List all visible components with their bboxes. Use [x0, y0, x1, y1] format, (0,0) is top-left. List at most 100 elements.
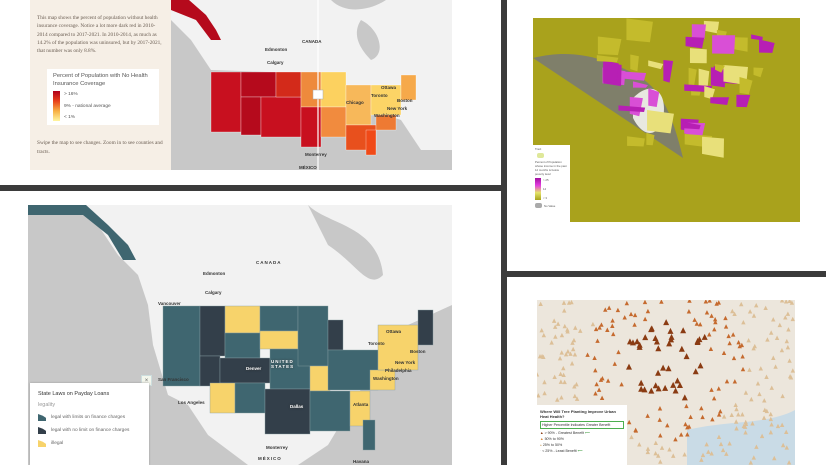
tree-benefit-marker — [736, 412, 741, 417]
tract-area — [627, 136, 645, 147]
tree-map[interactable]: Where Will Tree Planting Improve Urban H… — [534, 298, 796, 465]
tree-benefit-marker — [750, 421, 755, 426]
poverty-map[interactable]: Tract Percent of Population whose income… — [533, 18, 800, 222]
tree-benefit-marker — [697, 362, 704, 369]
map-label: Monterrey — [266, 445, 288, 450]
story-footer: Swipe the map to see changes. Zoom in to… — [37, 140, 163, 155]
tree-benefit-marker — [711, 395, 717, 401]
tree-benefit-marker — [734, 426, 739, 431]
tree-benefit-marker — [684, 403, 689, 409]
payday-map-panel: CANADA Edmonton Calgary Vancouver San Fr… — [0, 191, 501, 465]
tree-benefit-marker — [610, 318, 615, 323]
tree-benefit-marker — [562, 308, 567, 313]
tree-benefit-marker — [578, 328, 583, 333]
tree-benefit-marker — [709, 313, 714, 318]
tree-benefit-marker — [790, 316, 795, 322]
tree-benefit-marker — [747, 367, 752, 372]
tree-benefit-marker — [773, 364, 778, 369]
tree-benefit-marker — [784, 429, 789, 434]
tree-benefit-marker — [732, 379, 738, 384]
tree-benefit-marker — [570, 346, 576, 352]
tract-area — [698, 68, 710, 91]
legend-item: > 25 — [543, 178, 549, 182]
tree-benefit-marker — [754, 302, 759, 308]
tree-benefit-marker — [637, 442, 642, 447]
tree-benefit-marker — [678, 432, 684, 437]
tree-benefit-marker — [642, 316, 648, 322]
tree-benefit-marker — [731, 355, 737, 361]
tree-benefit-marker — [572, 384, 577, 389]
tree-benefit-marker — [746, 337, 751, 343]
legend-item: legal with limits on finance charges — [38, 414, 141, 421]
tree-benefit-marker — [721, 350, 727, 355]
insurance-map[interactable]: CANADA Edmonton Calgary Ottawa Toronto B… — [171, 0, 452, 170]
tree-benefit-marker — [683, 421, 688, 427]
tree-benefit-marker — [666, 340, 673, 347]
tree-benefit-marker — [665, 422, 670, 428]
legend-title: Where Will Tree Planting Improve Urban H… — [540, 409, 616, 419]
tree-benefit-marker — [739, 342, 745, 348]
tree-legend: Where Will Tree Planting Improve Urban H… — [537, 405, 627, 465]
tree-benefit-marker — [743, 419, 748, 425]
map-label: MÉXICO — [299, 165, 317, 170]
tree-planting-panel: Where Will Tree Planting Improve Urban H… — [507, 277, 826, 465]
tree-benefit-marker — [737, 343, 742, 349]
map-label: MÉXICO — [258, 456, 282, 461]
tree-benefit-marker — [783, 299, 789, 304]
tract-area — [630, 54, 639, 72]
tract-area — [603, 60, 619, 84]
tree-benefit-marker — [568, 351, 573, 356]
tree-benefit-marker — [611, 331, 616, 337]
tree-benefit-marker — [688, 414, 693, 420]
legend-item: legal with no limit on finance charges — [38, 427, 141, 434]
tree-benefit-marker — [736, 339, 741, 345]
tree-benefit-marker — [619, 382, 624, 387]
legend-item: > 16% — [64, 92, 78, 98]
tree-benefit-marker — [571, 337, 577, 343]
tree-benefit-marker — [686, 309, 692, 314]
tree-benefit-marker — [572, 393, 578, 399]
tree-benefit-marker — [590, 321, 596, 327]
tree-benefit-marker — [628, 311, 634, 317]
legend-item: ▲ > 90% - Greatest Benefit ⟵ — [540, 431, 591, 435]
payday-legend: State Laws on Payday Loans legality lega… — [30, 383, 149, 465]
tree-benefit-marker — [553, 334, 558, 339]
map-label: Chicago — [346, 100, 364, 105]
legend-item: 9% - national average — [64, 103, 111, 109]
tree-benefit-marker — [724, 378, 730, 384]
map-label: New York — [387, 106, 408, 111]
tree-benefit-marker — [733, 419, 739, 424]
payday-map[interactable]: CANADA Edmonton Calgary Vancouver San Fr… — [28, 205, 452, 465]
tree-benefit-marker — [599, 395, 605, 400]
tract-area — [646, 132, 655, 146]
tract-area — [685, 36, 705, 49]
tree-benefit-marker — [658, 433, 663, 438]
tree-benefit-marker — [748, 460, 754, 465]
tree-benefit-marker — [785, 344, 791, 350]
tree-benefit-marker — [615, 307, 621, 313]
map-label: Vancouver — [158, 301, 181, 306]
tree-benefit-marker — [787, 298, 792, 304]
tree-benefit-marker — [763, 305, 768, 310]
tree-benefit-marker — [559, 395, 564, 400]
tree-benefit-marker — [592, 355, 597, 360]
tree-benefit-marker — [645, 449, 651, 455]
tree-benefit-marker — [740, 354, 745, 359]
tree-benefit-marker — [671, 453, 676, 458]
tree-benefit-marker — [734, 406, 739, 412]
story-sidebar: This map shows the percent of population… — [30, 0, 171, 170]
tree-benefit-marker — [716, 434, 722, 440]
poverty-map-panel: Tract Percent of Population whose income… — [507, 0, 826, 271]
map-label: Ottawa — [381, 85, 397, 90]
legend-title: Percent of Population with No Health Ins… — [53, 73, 148, 87]
legend-field: legality — [38, 402, 56, 408]
tract-area — [715, 64, 725, 73]
tree-benefit-marker — [632, 322, 637, 327]
tree-benefit-marker — [598, 377, 604, 382]
tree-benefit-marker — [710, 416, 715, 422]
tree-benefit-marker — [552, 324, 558, 329]
tree-benefit-marker — [723, 315, 728, 321]
tree-benefit-marker — [668, 333, 675, 340]
tract-area — [691, 24, 706, 40]
tree-benefit-marker — [718, 441, 724, 447]
